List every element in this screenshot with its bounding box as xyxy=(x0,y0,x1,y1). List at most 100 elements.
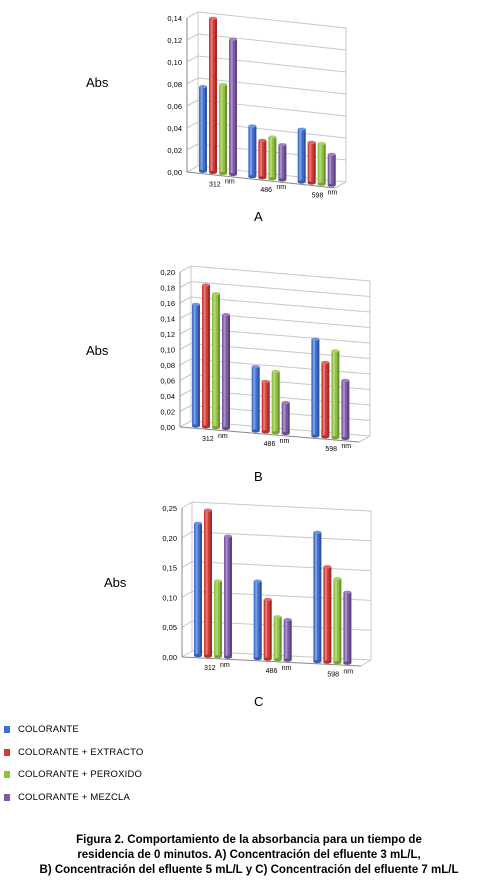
bar-body xyxy=(229,39,237,175)
gridline xyxy=(179,265,192,273)
bar-cap xyxy=(224,534,232,538)
bar-shadow xyxy=(254,126,257,177)
bar-base xyxy=(214,655,222,659)
gridline xyxy=(186,143,199,151)
bar-shadow xyxy=(319,532,322,662)
bar-body xyxy=(258,140,267,178)
bar-body xyxy=(333,578,342,663)
bar-base xyxy=(307,181,316,185)
y-tick-label: 0,14 xyxy=(160,315,175,324)
x-unit-label: nm xyxy=(218,433,228,440)
gridline xyxy=(191,531,372,542)
bar-body xyxy=(313,532,322,662)
bar-highlight xyxy=(329,154,332,186)
bar xyxy=(204,508,212,658)
bar xyxy=(222,312,230,431)
bar-body xyxy=(283,619,292,661)
gridline xyxy=(190,296,371,313)
bar-highlight xyxy=(324,566,328,663)
bar-base xyxy=(251,429,260,433)
legend-item: COLORANTE xyxy=(4,718,304,741)
gridline xyxy=(197,55,347,73)
bar-base xyxy=(268,177,277,181)
bar-cap xyxy=(331,349,340,353)
bar-base xyxy=(261,430,270,434)
bar-base xyxy=(323,660,332,664)
bar-highlight xyxy=(223,314,226,429)
gridline xyxy=(191,501,372,512)
bar-highlight xyxy=(210,18,213,173)
bar-highlight xyxy=(312,339,316,437)
gridline xyxy=(190,265,371,282)
bar-shadow xyxy=(257,366,260,432)
bar-base xyxy=(313,660,322,664)
x-unit-label: nm xyxy=(220,662,230,669)
bar-shadow xyxy=(269,599,272,660)
bar-base xyxy=(229,172,237,177)
bar-highlight xyxy=(225,536,228,658)
bar-cap xyxy=(248,124,257,128)
gridline xyxy=(190,389,371,406)
bar-shadow xyxy=(267,381,270,432)
legend-label: COLORANTE + EXTRACTO xyxy=(18,746,144,758)
legend-item: COLORANTE + PEROXIDO xyxy=(4,763,304,786)
y-tick-label: 0,25 xyxy=(162,504,177,513)
bar-base xyxy=(222,426,230,431)
bar-base xyxy=(333,661,342,665)
bar-body xyxy=(271,371,280,433)
bar-highlight xyxy=(265,599,268,660)
gridline xyxy=(186,165,199,173)
bar-shadow xyxy=(205,86,207,172)
bar-body xyxy=(194,523,202,656)
floor-side-edge xyxy=(334,181,347,189)
bar-body xyxy=(261,381,270,432)
bar-highlight xyxy=(342,380,346,439)
bar-base xyxy=(283,658,292,662)
bar xyxy=(212,292,220,430)
chart-panel-a: Abs 0,00 0,02 0,04 0,06 0,08 0,10 0,12 0,14 312 n… xyxy=(0,0,498,240)
bar xyxy=(307,140,316,185)
bar-highlight xyxy=(200,86,203,172)
bar-body xyxy=(222,314,230,429)
bar-body xyxy=(192,304,200,427)
x-unit-label: nm xyxy=(328,189,338,196)
bar-shadow xyxy=(208,285,210,427)
bar-shadow xyxy=(323,143,326,185)
bar-shadow xyxy=(317,339,320,437)
bar-base xyxy=(321,435,330,439)
bar-highlight xyxy=(332,350,336,438)
bar-cap xyxy=(192,302,200,306)
bar-shadow xyxy=(313,142,316,184)
bar-cap xyxy=(222,312,230,317)
bar xyxy=(192,302,200,428)
gridline xyxy=(191,561,372,572)
legend-item: COLORANTE + MEZCLA xyxy=(4,786,304,809)
gridline xyxy=(179,420,192,428)
bar-shadow xyxy=(274,136,277,179)
y-tick-label: 0,12 xyxy=(160,330,175,339)
bar-base xyxy=(317,182,326,186)
gridline xyxy=(181,531,193,539)
bar-highlight xyxy=(319,143,322,185)
x-tick-label: 598 xyxy=(325,446,337,453)
caption-line: B) Concentración del efluente 5 mL/L y C… xyxy=(39,864,459,876)
figure-caption: Figura 2. Comportamiento de la absorbanc… xyxy=(0,833,498,878)
bar-body xyxy=(202,285,210,427)
bar xyxy=(209,16,217,174)
gridline xyxy=(181,561,193,569)
bar-body xyxy=(331,350,340,438)
gridline xyxy=(190,420,371,437)
bar-highlight xyxy=(279,144,283,180)
bar-highlight xyxy=(314,532,318,662)
bar-highlight xyxy=(203,285,206,427)
bar-highlight xyxy=(195,523,198,656)
x-tick-label: 312 xyxy=(209,181,221,188)
bar xyxy=(261,379,270,434)
bar-highlight xyxy=(255,581,258,659)
y-tick-label: 0,00 xyxy=(162,653,177,662)
gridline xyxy=(190,343,371,359)
bar-cap xyxy=(212,292,220,296)
x-unit-label: nm xyxy=(280,438,290,445)
bar xyxy=(317,141,326,186)
bar-shadow xyxy=(235,39,237,175)
